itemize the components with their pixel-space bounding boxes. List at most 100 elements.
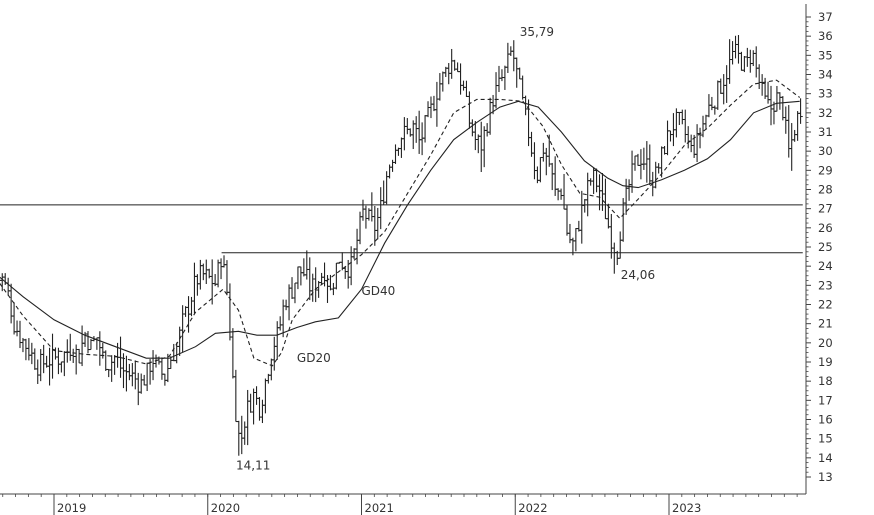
y-tick-label: 22 — [818, 298, 833, 312]
y-tick-label: 26 — [818, 221, 833, 235]
price-bar — [532, 142, 537, 180]
price-bar — [236, 420, 241, 456]
price-bar — [479, 121, 484, 172]
price-bar — [653, 161, 658, 189]
price-bar — [609, 213, 614, 259]
price-bar — [786, 105, 791, 158]
price-bar — [348, 246, 354, 286]
price-bar — [437, 73, 443, 101]
price-bar — [103, 350, 108, 371]
price-bar — [555, 188, 561, 201]
price-bar — [647, 144, 652, 186]
price-bar — [635, 153, 641, 166]
price-bar — [174, 342, 179, 364]
price-bar — [5, 277, 11, 296]
price-bar — [275, 321, 280, 360]
price-bar — [514, 57, 519, 88]
price-bar — [118, 336, 123, 378]
price-bar — [496, 65, 502, 92]
price-bar — [159, 357, 165, 380]
price-bar — [709, 96, 715, 111]
price-bar — [218, 258, 224, 280]
price-bar — [677, 111, 682, 126]
price-bar — [561, 173, 567, 210]
price-bar — [582, 199, 587, 213]
price-bar — [345, 259, 351, 289]
price-bar — [204, 259, 209, 285]
price-bar — [8, 283, 14, 324]
price-bar — [68, 333, 73, 361]
price-bar — [195, 274, 200, 296]
price-bar — [550, 162, 555, 191]
price-bar — [97, 331, 103, 366]
price-bar — [523, 95, 528, 116]
price-bar — [254, 386, 259, 405]
y-tick-label: 27 — [818, 202, 833, 216]
price-bar — [59, 361, 64, 373]
price-bar — [245, 389, 250, 446]
price-bar — [198, 259, 203, 290]
price-bar — [201, 263, 206, 281]
y-tick-label: 19 — [818, 355, 833, 369]
x-tick-label: 2023 — [672, 501, 701, 515]
price-bar — [694, 124, 700, 163]
price-bar — [381, 180, 386, 205]
price-bar — [795, 111, 800, 141]
price-bar — [130, 363, 135, 387]
price-bar — [411, 120, 416, 150]
price-bar — [641, 147, 647, 170]
price-bar — [402, 117, 407, 151]
price-bar — [736, 35, 741, 64]
series-gd40 — [0, 100, 800, 359]
price-bar — [408, 128, 413, 137]
price-bar — [659, 146, 664, 178]
price-bar — [307, 257, 312, 301]
price-bar — [100, 342, 105, 359]
horizontal-levels — [0, 204, 803, 254]
y-tick-label: 14 — [818, 451, 833, 465]
annotations: 35,79 14,11 24,06 GD40 GD20 — [236, 25, 655, 473]
price-bar — [434, 81, 440, 127]
price-bar — [428, 96, 434, 119]
y-tick-label: 17 — [818, 393, 833, 407]
annotation-24-06: 24,06 — [621, 268, 655, 282]
price-bar — [221, 255, 227, 268]
price-bar — [644, 141, 650, 183]
price-bar — [286, 284, 292, 321]
price-bar — [109, 355, 114, 382]
price-bar — [316, 280, 321, 298]
price-bar — [162, 373, 168, 386]
price-bar — [742, 55, 747, 73]
price-bar — [112, 355, 117, 375]
price-bar — [715, 80, 720, 110]
price-bar — [331, 282, 336, 296]
price-bar — [754, 46, 759, 78]
price-bar — [14, 320, 20, 337]
price-bar — [269, 358, 274, 381]
y-tick-label: 34 — [818, 68, 833, 82]
price-bar — [730, 41, 735, 65]
price-bar — [588, 178, 593, 186]
price-bar — [789, 123, 794, 171]
price-bar — [594, 168, 599, 193]
price-bar — [455, 62, 460, 73]
price-bar — [369, 192, 375, 222]
y-tick-label: 13 — [818, 470, 833, 484]
price-bar — [387, 164, 392, 179]
price-bar — [579, 190, 584, 244]
y-tick-label: 15 — [818, 432, 833, 446]
price-bar — [79, 325, 85, 367]
price-bar — [35, 359, 40, 384]
price-bar — [493, 72, 499, 109]
y-tick-label: 36 — [818, 29, 833, 43]
price-bar — [517, 67, 522, 80]
y-tick-label: 37 — [818, 10, 833, 24]
price-bar — [487, 97, 493, 135]
price-bar — [405, 118, 410, 135]
price-bar — [26, 338, 32, 361]
price-bar — [470, 119, 475, 137]
price-bar — [484, 123, 490, 137]
price-bar — [62, 351, 67, 377]
price-bar — [476, 134, 481, 154]
price-bar — [136, 372, 141, 406]
